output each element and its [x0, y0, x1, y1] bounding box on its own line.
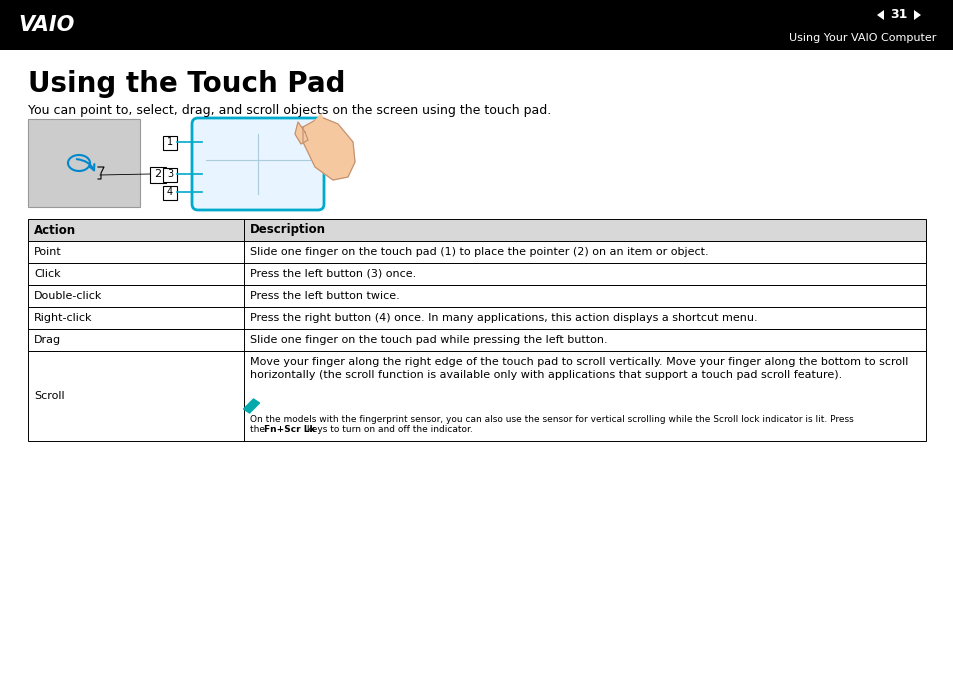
- Polygon shape: [313, 114, 325, 140]
- Text: Using the Touch Pad: Using the Touch Pad: [28, 70, 345, 98]
- Text: Using Your VAIO Computer: Using Your VAIO Computer: [788, 33, 935, 43]
- Text: Drag: Drag: [34, 335, 61, 345]
- Text: the: the: [250, 425, 267, 434]
- Bar: [28, 307, 925, 329]
- Bar: [28, 351, 925, 441]
- Bar: [163, 186, 177, 200]
- FancyBboxPatch shape: [192, 118, 324, 210]
- Polygon shape: [876, 10, 883, 20]
- Bar: [28, 219, 925, 241]
- Text: 31: 31: [889, 9, 906, 22]
- Bar: [28, 285, 925, 307]
- Text: Move your finger along the right edge of the touch pad to scroll vertically. Mov: Move your finger along the right edge of…: [250, 357, 907, 380]
- Bar: [0, 0, 953, 50]
- Bar: [163, 168, 177, 182]
- Text: Description: Description: [250, 224, 325, 237]
- Text: 4: 4: [167, 187, 172, 197]
- Polygon shape: [913, 10, 920, 20]
- Text: On the models with the fingerprint sensor, you can also use the sensor for verti: On the models with the fingerprint senso…: [250, 415, 852, 424]
- Text: Press the left button twice.: Press the left button twice.: [250, 291, 399, 301]
- Bar: [163, 136, 177, 150]
- Text: keys to turn on and off the indicator.: keys to turn on and off the indicator.: [303, 425, 472, 434]
- Text: Point: Point: [34, 247, 62, 257]
- Bar: [28, 329, 925, 351]
- Text: Press the left button (3) once.: Press the left button (3) once.: [250, 269, 416, 279]
- Text: You can point to, select, drag, and scroll objects on the screen using the touch: You can point to, select, drag, and scro…: [28, 104, 551, 117]
- Text: Action: Action: [34, 224, 76, 237]
- Bar: [28, 241, 925, 263]
- Text: Slide one finger on the touch pad (1) to place the pointer (2) on an item or obj: Slide one finger on the touch pad (1) to…: [250, 247, 707, 257]
- Text: Slide one finger on the touch pad while pressing the left button.: Slide one finger on the touch pad while …: [250, 335, 606, 345]
- Text: Double-click: Double-click: [34, 291, 102, 301]
- Text: 1: 1: [167, 137, 172, 147]
- Text: Press the right button (4) once. In many applications, this action displays a sh: Press the right button (4) once. In many…: [250, 313, 757, 323]
- Bar: [150, 167, 166, 183]
- Polygon shape: [294, 122, 308, 144]
- Text: VAIO: VAIO: [18, 15, 74, 35]
- Bar: [28, 263, 925, 285]
- Polygon shape: [243, 399, 259, 413]
- Text: 3: 3: [167, 169, 172, 179]
- Text: Fn+Scr Lk: Fn+Scr Lk: [263, 425, 314, 434]
- Text: Click: Click: [34, 269, 61, 279]
- Text: 2: 2: [154, 169, 161, 179]
- Polygon shape: [303, 117, 355, 180]
- Bar: [28, 119, 140, 207]
- Text: Right-click: Right-click: [34, 313, 92, 323]
- Text: Scroll: Scroll: [34, 391, 65, 401]
